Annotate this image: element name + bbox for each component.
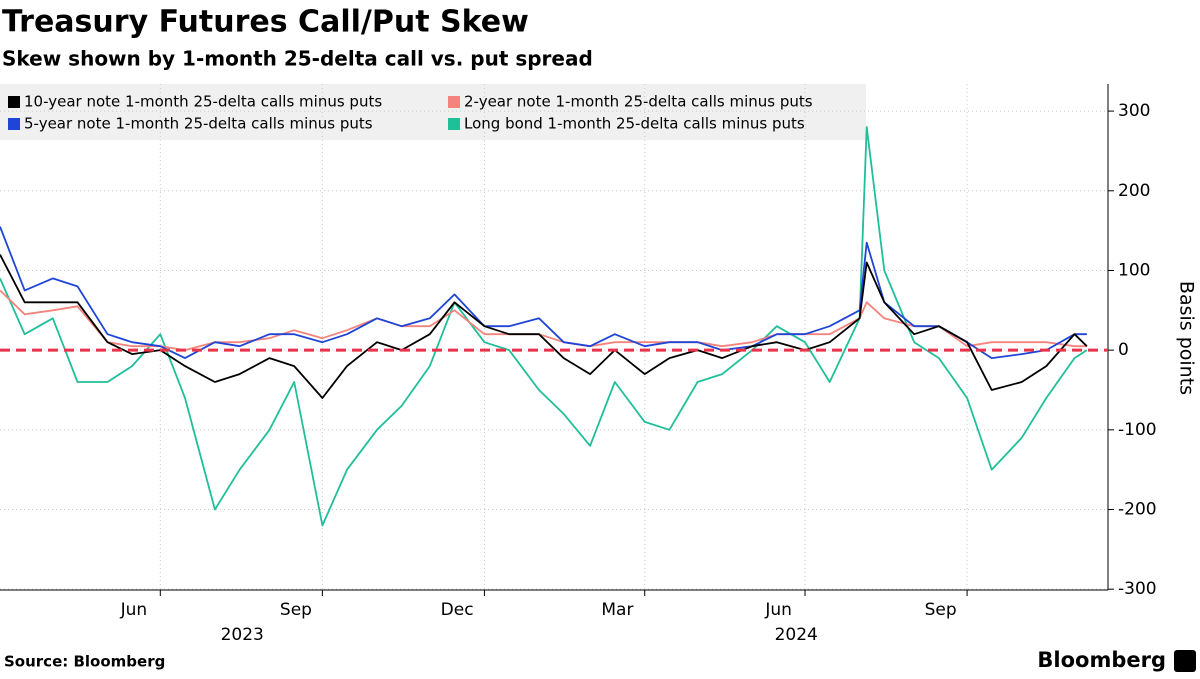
y-tick-label: 100 [1118,260,1150,280]
legend-label: 2-year note 1-month 25-delta calls minus… [464,93,813,111]
chart-title: Treasury Futures Call/Put Skew [2,5,529,40]
legend-swatch [448,118,460,130]
legend-box [0,84,866,140]
series-line [0,126,1088,527]
series-line [0,254,1088,399]
x-tick-label: Mar [601,600,633,620]
y-tick-label: -100 [1118,420,1157,440]
brand: Bloomberg [1037,648,1166,672]
brand-icon [1174,650,1196,672]
series-line [0,226,1087,359]
x-tick-label: Jun [764,600,792,620]
year-label: 2024 [775,625,818,645]
y-tick-label: 300 [1118,101,1150,121]
y-tick-label: -300 [1118,579,1157,599]
x-tick-label: Dec [441,600,474,620]
x-tick-label: Sep [280,600,312,620]
legend-label: 5-year note 1-month 25-delta calls minus… [24,115,373,133]
x-tick-label: Jun [120,600,148,620]
x-tick-label: Sep [925,600,957,620]
y-tick-label: -200 [1118,500,1157,520]
y-axis-label: Basis points [1176,281,1198,395]
legend-swatch [8,118,20,130]
year-label: 2023 [221,625,264,645]
y-tick-label: 0 [1118,340,1129,360]
source: Source: Bloomberg [4,653,165,671]
legend-label: Long bond 1-month 25-delta calls minus p… [464,115,805,133]
chart-subtitle: Skew shown by 1-month 25-delta call vs. … [2,47,593,71]
legend-swatch [8,96,20,108]
y-tick-label: 200 [1118,181,1150,201]
legend-swatch [448,96,460,108]
legend-label: 10-year note 1-month 25-delta calls minu… [24,93,382,111]
